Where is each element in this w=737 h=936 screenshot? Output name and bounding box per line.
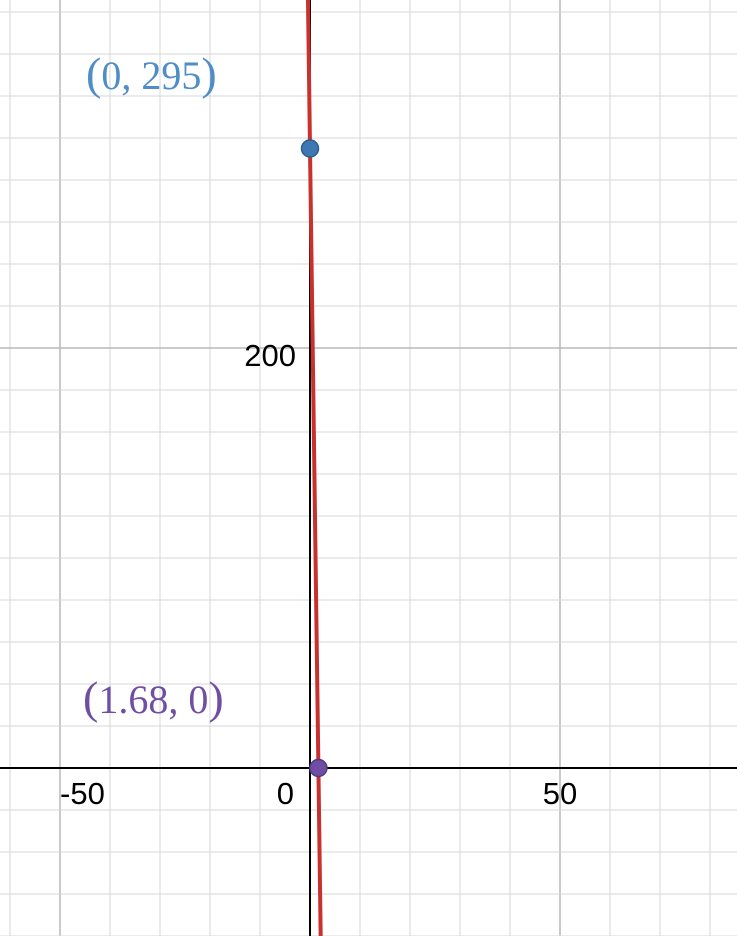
axis-tick-label: -50 xyxy=(60,776,105,811)
annotation-value-b: 0 xyxy=(188,677,208,722)
annotation-value-a: 1.68 xyxy=(98,677,168,722)
axis-tick-label: 0 xyxy=(277,776,294,811)
point-x-intercept xyxy=(310,760,327,777)
annotation-y-intercept: (0, 295) xyxy=(86,47,217,100)
chart-stage: -50 50 200 0 (0, 295) (1.68, 0) xyxy=(0,0,737,936)
chart-svg: -50 50 200 0 xyxy=(0,0,737,936)
point-y-intercept xyxy=(302,140,319,157)
axis-tick-label: 50 xyxy=(543,776,577,811)
annotation-value-a: 0 xyxy=(101,53,121,98)
axis-tick-label: 200 xyxy=(244,338,296,373)
annotation-x-intercept: (1.68, 0) xyxy=(83,671,224,724)
annotation-value-b: 295 xyxy=(141,53,201,98)
